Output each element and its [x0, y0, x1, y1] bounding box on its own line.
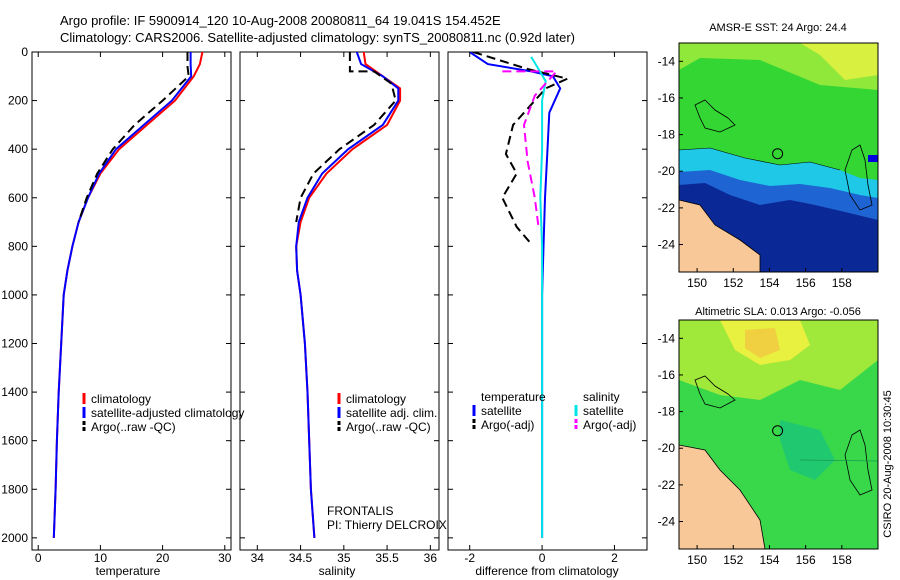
map-y-tick-label: -18 [658, 405, 676, 419]
map-y-tick-label: -20 [658, 441, 676, 455]
series-line-1 [469, 52, 562, 538]
map-y-tick-label: -22 [658, 478, 676, 492]
sla-map-frame [678, 319, 879, 550]
map-y-tick-label: -14 [658, 331, 676, 345]
y-tick-label: 200 [8, 94, 28, 108]
map-y-tick-label: -24 [658, 515, 676, 529]
annotation-frontalis: FRONTALIS [327, 504, 393, 518]
salinity-legend: climatology satellite adj. clim. Argo(..… [337, 392, 437, 434]
legend-label-sal-argo: Argo(-adj) [583, 418, 636, 432]
x-tick-label: 30 [218, 551, 232, 565]
series-line-2 [473, 52, 571, 245]
y-tick-label: 1400 [1, 385, 28, 399]
salinity-panel: 34 34.5 35 35.5 36 salinity climatology sate… [239, 51, 447, 578]
x-tick-label: 20 [156, 551, 170, 565]
map-x-tick-label: 150 [687, 276, 707, 290]
x-tick-label: 0 [35, 551, 42, 565]
map-x-tick-label: 152 [723, 276, 743, 290]
y-tick-label: 800 [8, 239, 28, 253]
sst-map-title: AMSR-E SST: 24 Argo: 24.4 [709, 22, 847, 34]
legend-label-climatology: climatology [346, 392, 406, 406]
map-y-tick-label: -18 [658, 128, 676, 142]
y-tick-label: 1000 [1, 288, 28, 302]
legend-label-satellite: satellite-adjusted climatology [91, 406, 244, 420]
temperature-panel: 0 10 20 30 0 200 400 600 800 1000 1200 1400 1600 180… [1, 45, 244, 578]
series-line-2 [52, 52, 193, 538]
map-y-tick-label: -14 [658, 54, 676, 68]
map-y-tick-label: -16 [658, 368, 676, 382]
y-tick-label: 2000 [1, 531, 28, 545]
map-x-tick-label: 156 [796, 553, 816, 567]
difference-xlabel: difference from climatology [475, 564, 618, 578]
temperature-legend: climatology satellite-adjusted climatolo… [82, 392, 244, 434]
sla-argo-position-marker [772, 425, 784, 437]
y-tick-label: 600 [8, 191, 28, 205]
legend-label-temp-argo: Argo(-adj) [481, 418, 534, 432]
sst-map-panel: AMSR-E SST: 24 Argo: 24.4 150 152 154 156 15… [658, 22, 879, 290]
series-line-1 [52, 52, 204, 538]
y-tick-label: 400 [8, 142, 28, 156]
map-y-tick-label: -20 [658, 164, 676, 178]
legend-title-salinity: salinity [583, 390, 620, 404]
legend-label-argo: Argo(..raw -QC) [346, 420, 431, 434]
map-x-tick-label: 156 [796, 276, 816, 290]
x-tick-label: -2 [464, 551, 475, 565]
credit-timestamp: CSIRO 20-Aug-2008 10:30:45 [882, 390, 894, 537]
x-tick-label: 10 [94, 551, 108, 565]
legend-label-temp-satellite: satellite [481, 404, 522, 418]
series-line-3 [295, 52, 397, 223]
annotation-pi: PI: Thierry DELCROIX [327, 518, 447, 532]
series-line-3 [77, 52, 190, 223]
land-australia [679, 200, 760, 272]
legend-label-argo: Argo(..raw -QC) [91, 420, 176, 434]
map-x-tick-label: 152 [723, 553, 743, 567]
sla-map-panel: Altimetric SLA: 0.013 Argo: -0.056 150 15… [658, 306, 879, 567]
map-y-tick-label: -24 [658, 238, 676, 252]
map-y-tick-label: -22 [658, 201, 676, 215]
series-line-4 [502, 70, 559, 228]
difference-panel: -2 0 2 difference from climatology tempera… [447, 51, 648, 578]
sla-map-field [679, 320, 878, 549]
difference-axes-frame [447, 51, 648, 551]
land-australia [679, 445, 765, 549]
x-tick-label: 0 [539, 551, 546, 565]
x-tick-label: 2 [611, 551, 618, 565]
y-tick-label: 1200 [1, 337, 28, 351]
sla-map-title: Altimetric SLA: 0.013 Argo: -0.056 [695, 306, 861, 318]
sst-argo-position-marker [772, 148, 784, 160]
difference-legend: temperature salinity satellite Argo(-adj… [472, 390, 636, 432]
map-x-tick-label: 158 [832, 553, 852, 567]
x-tick-label: 35.5 [375, 551, 399, 565]
sst-map-frame [678, 42, 879, 273]
series-line-3 [530, 56, 547, 538]
x-tick-label: 36 [424, 551, 438, 565]
temperature-axes-frame [31, 51, 232, 551]
map-y-tick-label: -16 [658, 91, 676, 105]
figure-title-line1: Argo profile: IF 5900914_120 10-Aug-2008… [60, 13, 501, 28]
legend-label-climatology: climatology [91, 392, 151, 406]
y-tick-label: 1800 [1, 482, 28, 496]
legend-title-temperature: temperature [481, 390, 546, 404]
y-tick-label: 0 [21, 45, 28, 59]
legend-label-sal-satellite: satellite [583, 404, 624, 418]
salinity-axes-frame [239, 51, 440, 551]
x-tick-label: 34 [251, 551, 265, 565]
temperature-xlabel: temperature [96, 564, 161, 578]
y-tick-label: 1600 [1, 434, 28, 448]
sst-map-field [679, 43, 878, 272]
series-line-1 [295, 52, 402, 538]
series-line-2 [295, 52, 400, 538]
legend-label-satellite: satellite adj. clim. [346, 406, 437, 420]
map-x-tick-label: 154 [759, 276, 779, 290]
map-x-tick-label: 158 [832, 276, 852, 290]
salinity-xlabel: salinity [319, 564, 356, 578]
x-tick-label: 35 [337, 551, 351, 565]
x-tick-label: 34.5 [289, 551, 313, 565]
figure-title-line2: Climatology: CARS2006. Satellite-adjuste… [60, 30, 575, 45]
map-x-tick-label: 150 [687, 553, 707, 567]
map-x-tick-label: 154 [759, 553, 779, 567]
